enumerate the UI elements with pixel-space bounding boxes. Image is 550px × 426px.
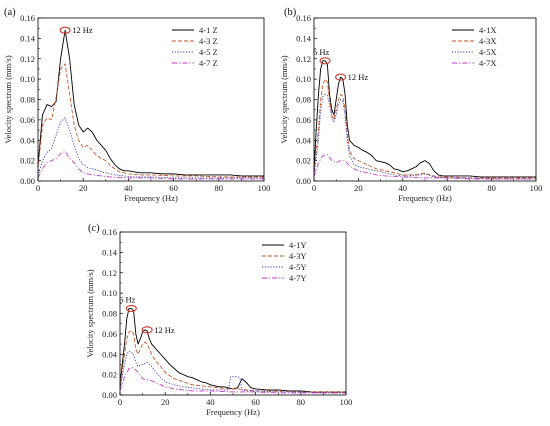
peak-marker <box>141 326 153 334</box>
y-tick-label: 0.04 <box>102 349 118 359</box>
peak-annotation: 12 Hz <box>154 325 175 335</box>
legend-entry: 4-1Y <box>289 240 306 250</box>
series-line-4-3x <box>313 78 536 179</box>
y-tick-label: 0.12 <box>102 268 117 278</box>
x-tick-label: 60 <box>169 183 178 193</box>
x-axis-label: Frequency (Hz) <box>398 193 452 203</box>
y-tick-label: 0.08 <box>20 95 35 105</box>
series-line-4-1-z <box>37 29 264 177</box>
legend-entry: 4-3X <box>479 36 496 46</box>
peak-annotation: 12 Hz <box>348 72 369 82</box>
series-line-4-5y <box>119 350 346 394</box>
y-axis-label: Velocity spectrum (mm/s) <box>3 55 13 143</box>
legend-entry: 4-5Y <box>289 262 306 272</box>
x-tick-label: 0 <box>118 397 122 407</box>
y-tick-label: 0.14 <box>296 33 312 43</box>
x-tick-label: 100 <box>530 183 543 193</box>
series-line-4-5x <box>313 93 536 180</box>
y-tick-label: 0.16 <box>20 13 35 23</box>
panel-label: (b) <box>284 7 297 18</box>
x-axis-label: Frequency (Hz) <box>206 407 260 417</box>
plot-frame <box>37 17 265 182</box>
x-tick-label: 60 <box>443 183 452 193</box>
peak-marker <box>125 304 137 312</box>
y-tick-label: 0.10 <box>296 74 311 84</box>
series-line-4-3y <box>119 330 346 393</box>
y-tick-label: 0.00 <box>296 176 311 186</box>
x-axis-label: Frequency (Hz) <box>124 193 178 203</box>
y-tick-label: 0.02 <box>20 156 35 166</box>
legend: 4-1Y4-3Y4-5Y4-7Y <box>262 240 306 283</box>
y-tick-label: 0.14 <box>20 33 36 43</box>
plot-frame <box>119 231 347 396</box>
y-tick-label: 0.04 <box>20 135 36 145</box>
legend-entry: 4-3Y <box>289 251 306 261</box>
y-tick-label: 0.12 <box>296 54 311 64</box>
peak-marker <box>335 73 347 81</box>
y-tick-label: 0.16 <box>296 13 311 23</box>
y-tick-label: 0.06 <box>102 329 117 339</box>
x-tick-label: 100 <box>340 397 353 407</box>
y-tick-label: 0.10 <box>20 74 35 84</box>
peak-marker <box>319 57 331 65</box>
y-tick-label: 0.08 <box>296 95 311 105</box>
x-tick-label: 40 <box>124 183 133 193</box>
x-tick-label: 80 <box>215 183 224 193</box>
y-tick-label: 0.06 <box>20 115 35 125</box>
y-axis-label: Velocity spectrum (mm/s) <box>279 55 289 143</box>
x-tick-label: 0 <box>36 183 40 193</box>
legend: 4-1 Z4-3 Z4-5 Z4-7 Z <box>172 25 218 68</box>
legend-entry: 4-1X <box>479 25 496 35</box>
legend-entry: 4-5 Z <box>199 47 218 57</box>
y-tick-label: 0.14 <box>102 247 118 257</box>
legend-entry: 4-7 Z <box>199 58 218 68</box>
series-line-4-7-z <box>37 151 264 180</box>
series-line-4-1x <box>313 60 536 178</box>
x-tick-label: 20 <box>79 183 88 193</box>
y-tick-label: 0.00 <box>102 390 117 400</box>
peak-annotation: 6 Hz <box>313 47 330 57</box>
series-line-4-3-z <box>37 63 264 178</box>
series-line-4-5-z <box>37 117 264 179</box>
y-tick-label: 0.10 <box>102 288 117 298</box>
legend-entry: 4-7X <box>479 58 496 68</box>
x-tick-label: 100 <box>258 183 271 193</box>
chart-panel-b: (b) 0.00 0.02 0.04 0.06 0.08 0.10 0.12 0.14 0.16 0… <box>279 7 542 203</box>
chart-panel-c: (c) 0.00 0.02 0.04 0.06 0.08 0.10 0.12 0.14 0.16 0… <box>85 223 352 417</box>
series-line-4-7y <box>119 367 346 394</box>
y-tick-label: 0.02 <box>102 370 117 380</box>
peak-marker <box>59 26 71 34</box>
chart-panel-a: (a) 0.00 0.02 0.04 0.06 0.08 0.10 0.12 0.14 0.16 0… <box>3 7 270 203</box>
plot-frame <box>313 17 537 182</box>
series-line-4-1y <box>119 307 346 393</box>
panel-label: (a) <box>4 7 16 18</box>
y-tick-label: 0.12 <box>20 54 35 64</box>
legend-entry: 4-7Y <box>289 273 306 283</box>
y-tick-label: 0.16 <box>102 227 117 237</box>
x-tick-label: 60 <box>251 397 260 407</box>
x-tick-label: 20 <box>354 183 363 193</box>
peak-annotation: 6 Hz <box>119 294 136 304</box>
y-tick-label: 0.06 <box>296 115 311 125</box>
peak-annotation: 12 Hz <box>72 25 93 35</box>
series-line-4-7x <box>313 154 536 180</box>
y-tick-label: 0.04 <box>296 135 312 145</box>
legend-entry: 4-1 Z <box>199 25 218 35</box>
y-tick-label: 0.02 <box>296 156 311 166</box>
x-tick-label: 40 <box>206 397 215 407</box>
legend-entry: 4-3 Z <box>199 36 218 46</box>
legend: 4-1X4-3X4-5X4-7X <box>452 25 496 68</box>
y-axis-label: Velocity spectrum (mm/s) <box>85 269 95 357</box>
x-tick-label: 80 <box>487 183 496 193</box>
legend-entry: 4-5X <box>479 47 496 57</box>
y-tick-label: 0.08 <box>102 309 117 319</box>
x-tick-label: 20 <box>161 397 170 407</box>
x-tick-label: 0 <box>312 183 316 193</box>
x-tick-label: 40 <box>399 183 408 193</box>
y-tick-label: 0.00 <box>20 176 35 186</box>
x-tick-label: 80 <box>297 397 306 407</box>
panel-label: (c) <box>88 223 100 234</box>
